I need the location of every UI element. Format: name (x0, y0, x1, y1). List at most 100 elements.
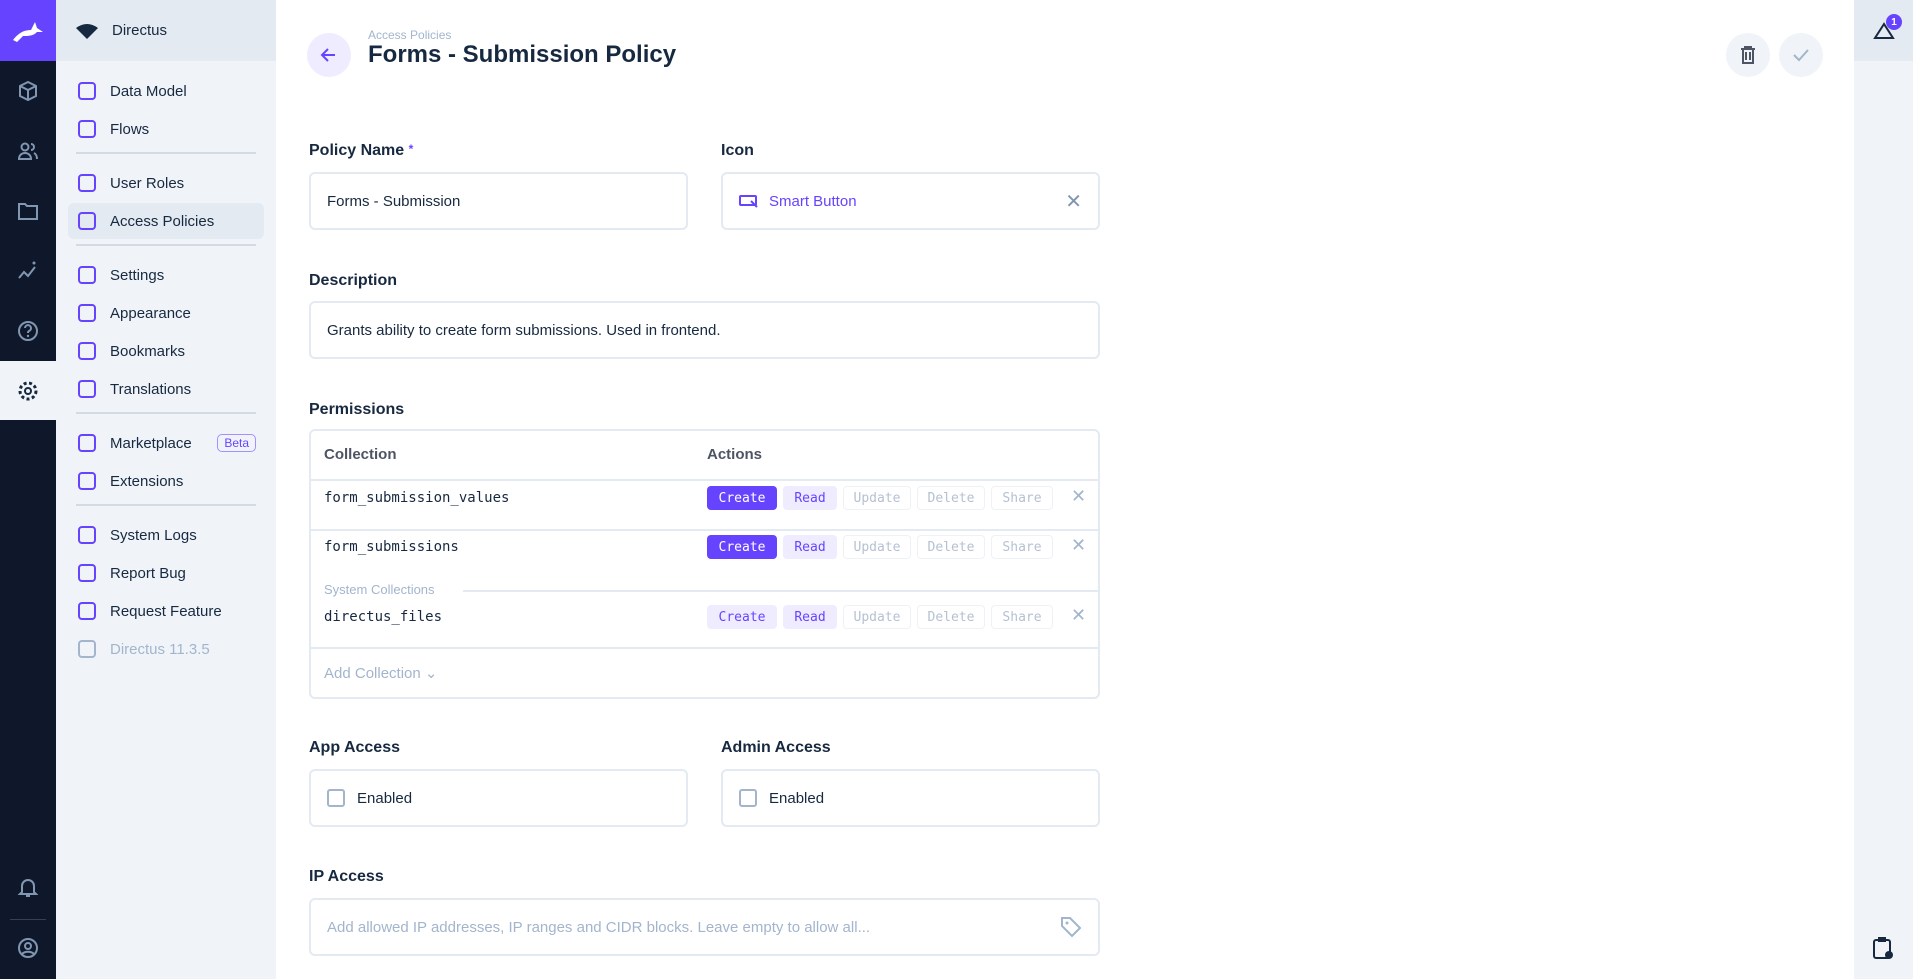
storefront-icon (78, 434, 96, 452)
action-read-toggle[interactable]: Read (783, 605, 837, 629)
warning-icon (1872, 21, 1895, 39)
action-create-toggle[interactable]: Create (707, 605, 777, 629)
collection-name: form_submissions (324, 539, 459, 555)
content-icon (19, 80, 37, 101)
collection-name: form_submission_values (324, 490, 510, 506)
delete-button[interactable] (1726, 33, 1770, 77)
sidebar-item-label: Data Model (110, 82, 187, 100)
ip-access-placeholder: Add allowed IP addresses, IP ranges and … (327, 918, 871, 936)
notifications-button[interactable] (0, 858, 56, 917)
wifi-icon (76, 23, 98, 39)
description-input[interactable]: Grants ability to create form submission… (309, 301, 1100, 359)
help-icon (18, 320, 38, 341)
sidebar-item-report-bug[interactable]: Report Bug (68, 555, 264, 591)
sidebar-item-user-roles[interactable]: User Roles (68, 165, 264, 201)
page-title: Forms - Submission Policy (368, 41, 677, 68)
module-settings[interactable] (0, 361, 56, 420)
remove-row-icon[interactable]: ✕ (1071, 535, 1087, 555)
users-icon (17, 142, 38, 160)
project-header[interactable]: Directus (56, 0, 276, 61)
action-delete-toggle[interactable]: Delete (917, 486, 985, 510)
collection-name: directus_files (324, 609, 443, 625)
divider (76, 152, 256, 154)
sidebar-item-appearance[interactable]: Appearance (68, 295, 264, 331)
sidebar-item-system-logs[interactable]: System Logs (68, 517, 264, 553)
action-delete-toggle[interactable]: Delete (917, 535, 985, 559)
sidebar-item-marketplace[interactable]: Marketplace Beta (68, 425, 264, 461)
clipboard-icon[interactable] (1872, 936, 1894, 965)
sidebar-item-label: Appearance (110, 304, 191, 322)
tune-icon (78, 266, 96, 284)
directus-logo[interactable] (0, 0, 56, 61)
admin-access-label: Admin Access (721, 739, 831, 756)
divider (463, 590, 1098, 592)
notifications-icon (17, 878, 39, 897)
column-header-actions: Actions (707, 446, 763, 463)
sidebar-right: 1 (1854, 0, 1913, 979)
bookmark-icon (78, 342, 96, 360)
module-users[interactable] (0, 121, 56, 180)
sidebar-item-request-feature[interactable]: Request Feature (68, 593, 264, 629)
back-button[interactable] (307, 33, 351, 77)
action-create-toggle[interactable]: Create (707, 535, 777, 559)
sidebar-item-label: Settings (110, 266, 165, 284)
app-access-checkbox[interactable]: Enabled (309, 769, 688, 827)
action-share-toggle[interactable]: Share (991, 535, 1053, 559)
clear-icon[interactable]: ✕ (1065, 190, 1082, 213)
module-bar (0, 0, 56, 979)
sidebar-item-access-policies[interactable]: Access Policies (68, 203, 264, 239)
palette-icon (78, 304, 96, 322)
trash-icon (1741, 46, 1755, 64)
sidebar-item-data-model[interactable]: Data Model (68, 73, 264, 109)
action-update-toggle[interactable]: Update (843, 605, 911, 629)
verified-icon (78, 602, 96, 620)
settings-icon (18, 381, 38, 400)
action-update-toggle[interactable]: Update (843, 486, 911, 510)
action-share-toggle[interactable]: Share (991, 605, 1053, 629)
divider (311, 647, 1098, 649)
directus-icon (78, 640, 96, 658)
divider (76, 244, 256, 246)
module-files[interactable] (0, 181, 56, 240)
terminal-icon (78, 526, 96, 544)
sidebar-item-label: Request Feature (110, 602, 222, 620)
remove-row-icon[interactable]: ✕ (1071, 486, 1087, 506)
add-collection-button[interactable]: Add Collection ⌄ (324, 665, 438, 682)
sidebar-item-settings[interactable]: Settings (68, 257, 264, 293)
notifications-toggle[interactable]: 1 (1854, 0, 1913, 61)
sidebar-item-extensions[interactable]: Extensions (68, 463, 264, 499)
icon-input[interactable]: Smart Button ✕ (721, 172, 1100, 230)
sidebar-item-bookmarks[interactable]: Bookmarks (68, 333, 264, 369)
sidebar-item-translations[interactable]: Translations (68, 371, 264, 407)
action-create-toggle[interactable]: Create (707, 486, 777, 510)
action-read-toggle[interactable]: Read (783, 486, 837, 510)
ip-access-input[interactable]: Add allowed IP addresses, IP ranges and … (309, 898, 1100, 956)
divider (76, 412, 256, 414)
sidebar-item-flows[interactable]: Flows (68, 111, 264, 147)
notification-badge: 1 (1886, 14, 1902, 30)
breadcrumb[interactable]: Access Policies (368, 28, 452, 42)
sidebar-item-label: User Roles (110, 174, 185, 192)
action-update-toggle[interactable]: Update (843, 535, 911, 559)
checkbox-label: Enabled (769, 789, 825, 807)
chevron-down-icon: ⌄ (424, 665, 438, 682)
module-content[interactable] (0, 61, 56, 120)
translate-icon (78, 380, 96, 398)
module-help[interactable] (0, 301, 56, 360)
sidebar-item-directus-11-3-5[interactable]: Directus 11.3.5 (68, 631, 264, 667)
module-insights[interactable] (0, 241, 56, 300)
category-icon (78, 472, 96, 490)
save-button[interactable] (1779, 33, 1823, 77)
policy-name-label: Policy Name * (309, 142, 414, 159)
action-read-toggle[interactable]: Read (783, 535, 837, 559)
action-share-toggle[interactable]: Share (991, 486, 1053, 510)
sidebar-item-label: System Logs (110, 526, 197, 544)
icon-label: Icon (721, 142, 754, 159)
action-delete-toggle[interactable]: Delete (917, 605, 985, 629)
check-icon (1793, 49, 1809, 62)
shield-icon (78, 212, 96, 230)
policy-name-input[interactable]: Forms - Submission (309, 172, 688, 230)
account-button[interactable] (0, 918, 56, 977)
remove-row-icon[interactable]: ✕ (1071, 605, 1087, 625)
admin-access-checkbox[interactable]: Enabled (721, 769, 1100, 827)
